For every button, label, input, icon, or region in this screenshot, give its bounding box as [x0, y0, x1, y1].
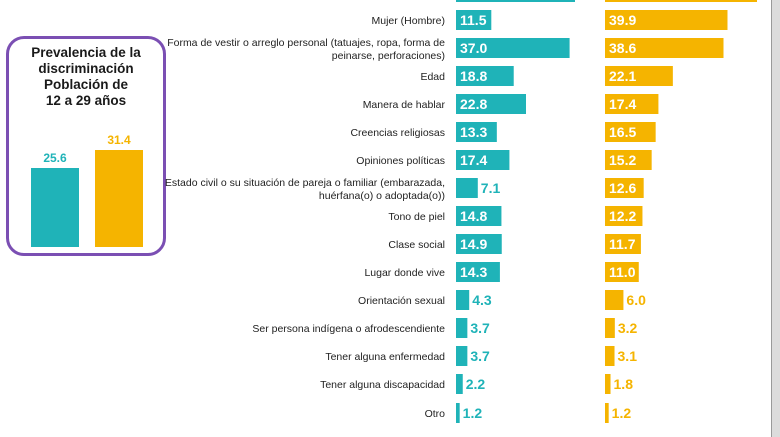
- bar-value-label: 16.5: [609, 124, 636, 140]
- bar-series-a: [456, 318, 468, 338]
- bar-value-label: 1.2: [463, 405, 483, 421]
- category-label: Orientación sexual: [358, 295, 445, 307]
- bar-series-b: [605, 122, 656, 142]
- bar-series-a: [456, 262, 500, 282]
- category-label: Forma de vestir o arreglo personal (tatu…: [167, 37, 445, 49]
- frame-edge: [772, 0, 780, 437]
- bar-series-a: [456, 122, 497, 142]
- prevalence-bar-a: [31, 167, 79, 247]
- bar-value-label: 4.3: [472, 292, 492, 308]
- bar-series-b: [605, 206, 643, 226]
- bar-series-a: [456, 0, 575, 2]
- bar-value-label: 7.1: [481, 180, 501, 196]
- bar-series-b: [605, 66, 673, 86]
- bar-series-a: [456, 94, 526, 114]
- prevalence-title: Prevalencia de la discriminación Poblaci…: [31, 45, 141, 108]
- bar-value-label: 15.2: [609, 152, 636, 168]
- bar-series-b: [605, 318, 615, 338]
- bar-value-label: 6.0: [626, 292, 646, 308]
- category-label: Manera de hablar: [363, 99, 446, 111]
- bar-value-label: 12.2: [609, 208, 636, 224]
- bar-series-b: [605, 10, 728, 30]
- category-label: Tener alguna enfermedad: [325, 351, 445, 363]
- bar-value-label: 1.8: [614, 376, 634, 392]
- bar-series-b: [605, 234, 641, 254]
- bar-value-label: 3.1: [618, 348, 638, 364]
- bar-series-a: [456, 150, 510, 170]
- bar-value-label: 1.2: [612, 405, 632, 421]
- category-label: Ser persona indígena o afrodescendiente: [252, 323, 445, 335]
- bar-value-label: 11.0: [609, 264, 636, 280]
- bar-series-a: [456, 403, 460, 423]
- bar-value-label: 17.4: [609, 96, 636, 112]
- bar-value-label: 14.8: [460, 208, 487, 224]
- bar-value-label: 2.2: [466, 376, 486, 392]
- prevalence-value-a: 25.6: [43, 150, 67, 165]
- bar-value-label: 11.5: [460, 12, 487, 28]
- category-label: huérfana(o) o adoptada(o)): [319, 190, 445, 202]
- category-label: Otro: [425, 408, 446, 420]
- bar-value-label: 3.7: [470, 320, 490, 336]
- category-label: Mujer (Hombre): [371, 15, 445, 27]
- bar-value-label: 14.9: [460, 236, 487, 252]
- bar-series-b: [605, 178, 644, 198]
- prevalence-panel: Prevalencia de la discriminación Poblaci…: [6, 36, 166, 256]
- bar-series-a: [456, 290, 470, 310]
- bar-series-b: [605, 262, 639, 282]
- category-label: Tener alguna discapacidad: [320, 379, 445, 391]
- bar-series-a: [456, 206, 502, 226]
- bar-series-a: [456, 10, 492, 30]
- prevalence-value-b: 31.4: [107, 132, 131, 147]
- bar-value-label: 38.6: [609, 40, 636, 56]
- category-label: Estado civil o su situación de pareja o …: [165, 177, 445, 189]
- bar-value-label: 14.3: [460, 264, 487, 280]
- bar-series-b: [605, 374, 611, 394]
- category-label: Lugar donde vive: [364, 267, 445, 279]
- category-label: Opiniones políticas: [356, 155, 445, 167]
- bar-series-b: [605, 0, 757, 2]
- bar-value-label: 3.2: [618, 320, 638, 336]
- bar-series-b: [605, 150, 652, 170]
- bar-value-label: 22.8: [460, 96, 487, 112]
- bar-series-a: [456, 374, 463, 394]
- bar-series-a: [456, 66, 514, 86]
- category-label: peinarse, perforaciones): [332, 50, 445, 62]
- bar-series-b: [605, 94, 659, 114]
- bar-value-label: 18.8: [460, 68, 487, 84]
- frame-edge-line: [771, 0, 772, 437]
- bar-value-label: 13.3: [460, 124, 487, 140]
- bar-series-b: [605, 346, 615, 366]
- category-label: Creencias religiosas: [350, 127, 445, 139]
- bar-series-b: [605, 38, 724, 58]
- bar-series-a: [456, 346, 468, 366]
- bar-series-a: [456, 38, 570, 58]
- category-label: Edad: [420, 71, 445, 83]
- bar-value-label: 12.6: [609, 180, 636, 196]
- bar-value-label: 37.0: [460, 40, 487, 56]
- bar-value-label: 3.7: [470, 348, 490, 364]
- bar-value-label: 39.9: [609, 12, 636, 28]
- bar-series-b: [605, 290, 624, 310]
- bar-series-b: [605, 403, 609, 423]
- category-label: Clase social: [388, 239, 445, 251]
- bar-series-a: [456, 178, 478, 198]
- prevalence-bar-b: [95, 149, 143, 247]
- bar-value-label: 17.4: [460, 152, 487, 168]
- bar-value-label: 22.1: [609, 68, 636, 84]
- bar-series-a: [456, 234, 502, 254]
- bar-value-label: 11.7: [609, 236, 636, 252]
- category-label: Tono de piel: [388, 211, 445, 223]
